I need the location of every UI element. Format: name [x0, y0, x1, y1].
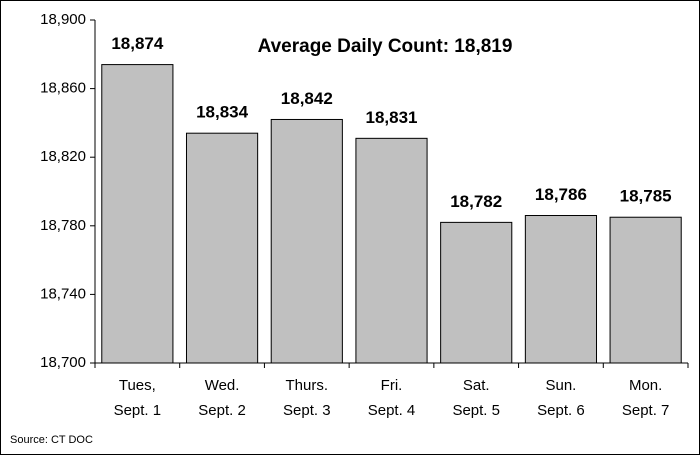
y-tick-label: 18,740	[40, 285, 86, 302]
x-tick-label: Sept. 7	[622, 402, 670, 419]
value-label: 18,831	[366, 108, 418, 127]
value-label: 18,782	[450, 192, 502, 211]
x-tick-label: Sept. 5	[452, 402, 500, 419]
value-label: 18,842	[281, 89, 333, 108]
y-tick-label: 18,900	[40, 11, 86, 28]
x-tick-label: Sun.	[545, 377, 576, 394]
x-tick-label: Sept. 1	[114, 402, 162, 419]
x-tick-label: Fri.	[381, 377, 403, 394]
bar	[270, 118, 343, 364]
value-label: 18,785	[620, 187, 672, 206]
value-label: 18,834	[196, 103, 249, 122]
bar	[101, 64, 174, 364]
bar	[440, 221, 513, 364]
x-tick-label: Sept. 2	[198, 402, 246, 419]
x-tick-label: Mon.	[629, 377, 662, 394]
x-tick-label: Tues,	[119, 377, 156, 394]
source: Source: CT DOC	[10, 434, 93, 446]
bar	[185, 132, 259, 364]
y-tick-label: 18,780	[40, 217, 86, 234]
value-label: 18,786	[535, 185, 587, 204]
x-tick-label: Sept. 6	[537, 402, 585, 419]
x-tick-label: Thurs.	[286, 377, 329, 394]
x-tick-label: Sept. 4	[368, 402, 416, 419]
bar	[609, 216, 682, 364]
y-tick-label: 18,820	[40, 148, 86, 165]
value-label: 18,874	[111, 34, 164, 53]
bar	[355, 137, 428, 364]
bar	[524, 215, 598, 364]
x-tick-label: Wed.	[205, 377, 240, 394]
y-tick-label: 18,860	[40, 80, 86, 97]
annotation: Average Daily Count: 18,819	[258, 36, 513, 57]
x-tick-label: Sept. 3	[283, 402, 331, 419]
x-tick-label: Sat.	[463, 377, 490, 394]
y-tick-label: 18,700	[40, 354, 86, 371]
